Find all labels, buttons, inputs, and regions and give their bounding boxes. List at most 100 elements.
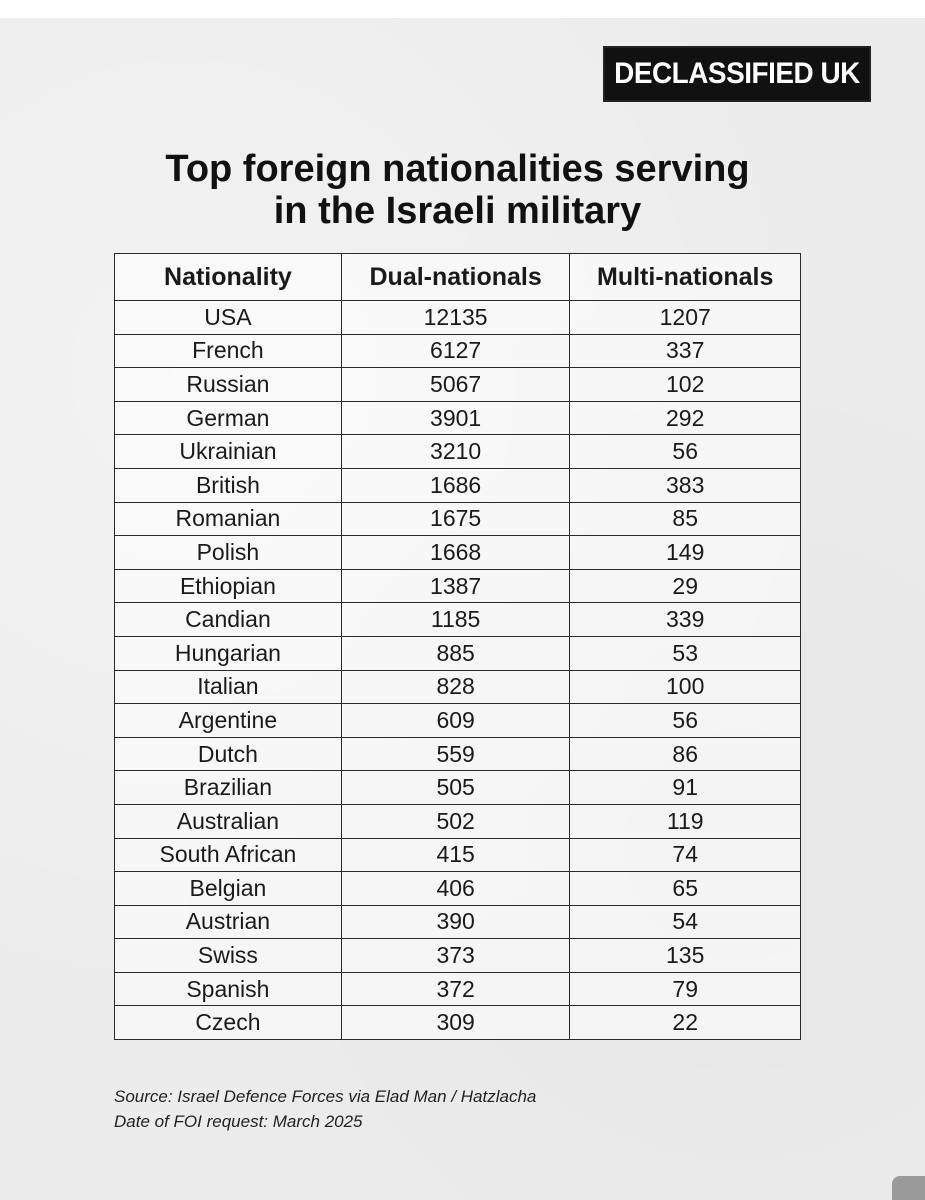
cell-nationality: French xyxy=(114,333,342,369)
cell-dual-nationals: 828 xyxy=(340,669,571,705)
cell-multi-nationals: 149 xyxy=(569,535,801,570)
cell-dual-nationals: 390 xyxy=(340,904,571,940)
cell-multi-nationals: 135 xyxy=(569,938,801,973)
table-row: Swiss 373 135 xyxy=(114,938,801,973)
header-nationality: Nationality xyxy=(114,253,342,301)
cell-multi-nationals: 91 xyxy=(569,770,801,805)
cell-nationality: Brazilian xyxy=(114,770,342,805)
table-row: German 3901 292 xyxy=(114,400,801,436)
table-row: South African 415 74 xyxy=(114,837,801,873)
cell-dual-nationals: 3901 xyxy=(340,400,571,436)
cell-dual-nationals: 1675 xyxy=(340,501,571,537)
header-multi-nationals: Multi-nationals xyxy=(569,253,801,301)
cell-nationality: South African xyxy=(114,837,342,873)
cell-multi-nationals: 337 xyxy=(569,333,801,369)
cell-nationality: Dutch xyxy=(114,736,342,772)
cell-dual-nationals: 5067 xyxy=(340,367,571,402)
cell-nationality: USA xyxy=(114,300,342,335)
cell-multi-nationals: 65 xyxy=(569,871,801,906)
cell-multi-nationals: 86 xyxy=(569,736,801,772)
cell-nationality: Belgian xyxy=(114,871,342,906)
cell-nationality: Argentine xyxy=(114,703,342,738)
corner-overlay xyxy=(892,1176,925,1200)
cell-nationality: Russian xyxy=(114,367,342,402)
cell-multi-nationals: 383 xyxy=(569,467,801,503)
cell-nationality: Austrian xyxy=(114,904,342,940)
cell-multi-nationals: 85 xyxy=(569,501,801,537)
table-row: Russian 5067 102 xyxy=(114,367,801,402)
table-row: British 1686 383 xyxy=(114,467,801,503)
cell-multi-nationals: 22 xyxy=(569,1005,801,1041)
cell-nationality: Ethiopian xyxy=(114,568,342,604)
cell-dual-nationals: 1387 xyxy=(340,568,571,604)
cell-dual-nationals: 1686 xyxy=(340,467,571,503)
cell-nationality: Ukrainian xyxy=(114,434,342,469)
table-row: Spanish 372 79 xyxy=(114,971,801,1007)
cell-dual-nationals: 885 xyxy=(340,635,571,671)
cell-nationality: German xyxy=(114,400,342,436)
table-row: Italian 828 100 xyxy=(114,669,801,705)
cell-dual-nationals: 6127 xyxy=(340,333,571,369)
cell-multi-nationals: 53 xyxy=(569,635,801,671)
cell-dual-nationals: 373 xyxy=(340,938,571,973)
table-row: Ukrainian 3210 56 xyxy=(114,434,801,469)
cell-nationality: Czech xyxy=(114,1005,342,1041)
table-row: Polish 1668 149 xyxy=(114,535,801,570)
cell-dual-nationals: 309 xyxy=(340,1005,571,1041)
table-row: Australian 502 119 xyxy=(114,803,801,839)
table-header-row: Nationality Dual-nationals Multi-nationa… xyxy=(114,253,801,301)
cell-dual-nationals: 609 xyxy=(340,703,571,738)
cell-multi-nationals: 1207 xyxy=(569,300,801,335)
source-text: Source: Israel Defence Forces via Elad M… xyxy=(114,1087,537,1106)
cell-multi-nationals: 54 xyxy=(569,904,801,940)
cell-nationality: Romanian xyxy=(114,501,342,537)
table-row: Argentine 609 56 xyxy=(114,703,801,738)
table-row: Dutch 559 86 xyxy=(114,736,801,772)
cell-multi-nationals: 56 xyxy=(569,434,801,469)
cell-nationality: Australian xyxy=(114,803,342,839)
table-row: Candian 1185 339 xyxy=(114,602,801,637)
table-row: USA 12135 1207 xyxy=(114,300,801,335)
cell-multi-nationals: 56 xyxy=(569,703,801,738)
cell-nationality: Spanish xyxy=(114,971,342,1007)
cell-dual-nationals: 1185 xyxy=(340,602,571,637)
cell-multi-nationals: 29 xyxy=(569,568,801,604)
cell-dual-nationals: 406 xyxy=(340,871,571,906)
table-row: Romanian 1675 85 xyxy=(114,501,801,537)
header-dual-nationals: Dual-nationals xyxy=(340,253,571,301)
brand-logo: DECLASSIFIED UK xyxy=(603,46,871,102)
cell-nationality: Hungarian xyxy=(114,635,342,671)
title-line-2: in the Israeli military xyxy=(273,190,642,232)
cell-multi-nationals: 100 xyxy=(569,669,801,705)
cell-nationality: Candian xyxy=(114,602,342,637)
cell-nationality: Swiss xyxy=(114,938,342,973)
cell-multi-nationals: 292 xyxy=(569,400,801,436)
cell-dual-nationals: 12135 xyxy=(340,300,571,335)
source-notes: Source: Israel Defence Forces via Elad M… xyxy=(114,1084,536,1134)
table-row: Belgian 406 65 xyxy=(114,871,801,906)
cell-multi-nationals: 74 xyxy=(569,837,801,873)
cell-dual-nationals: 372 xyxy=(340,971,571,1007)
table-row: Ethiopian 1387 29 xyxy=(114,568,801,604)
nationalities-table: Nationality Dual-nationals Multi-nationa… xyxy=(114,253,801,1041)
table-row: Austrian 390 54 xyxy=(114,904,801,940)
table-body: USA 12135 1207 French 6127 337 Russian 5067 102 G… xyxy=(114,300,801,1041)
cell-nationality: Italian xyxy=(114,669,342,705)
cell-dual-nationals: 559 xyxy=(340,736,571,772)
table-row: Hungarian 885 53 xyxy=(114,635,801,671)
cell-dual-nationals: 415 xyxy=(340,837,571,873)
cell-multi-nationals: 339 xyxy=(569,602,801,637)
cell-dual-nationals: 3210 xyxy=(340,434,571,469)
foi-date-text: Date of FOI request: March 2025 xyxy=(114,1112,363,1131)
cell-nationality: British xyxy=(114,467,342,503)
table-row: Czech 309 22 xyxy=(114,1005,801,1041)
cell-dual-nationals: 502 xyxy=(340,803,571,839)
cell-multi-nationals: 102 xyxy=(569,367,801,402)
cell-dual-nationals: 1668 xyxy=(340,535,571,570)
cell-dual-nationals: 505 xyxy=(340,770,571,805)
cell-multi-nationals: 79 xyxy=(569,971,801,1007)
cell-nationality: Polish xyxy=(114,535,342,570)
title-line-1: Top foreign nationalities serving xyxy=(165,148,750,190)
table-row: French 6127 337 xyxy=(114,333,801,369)
cell-multi-nationals: 119 xyxy=(569,803,801,839)
